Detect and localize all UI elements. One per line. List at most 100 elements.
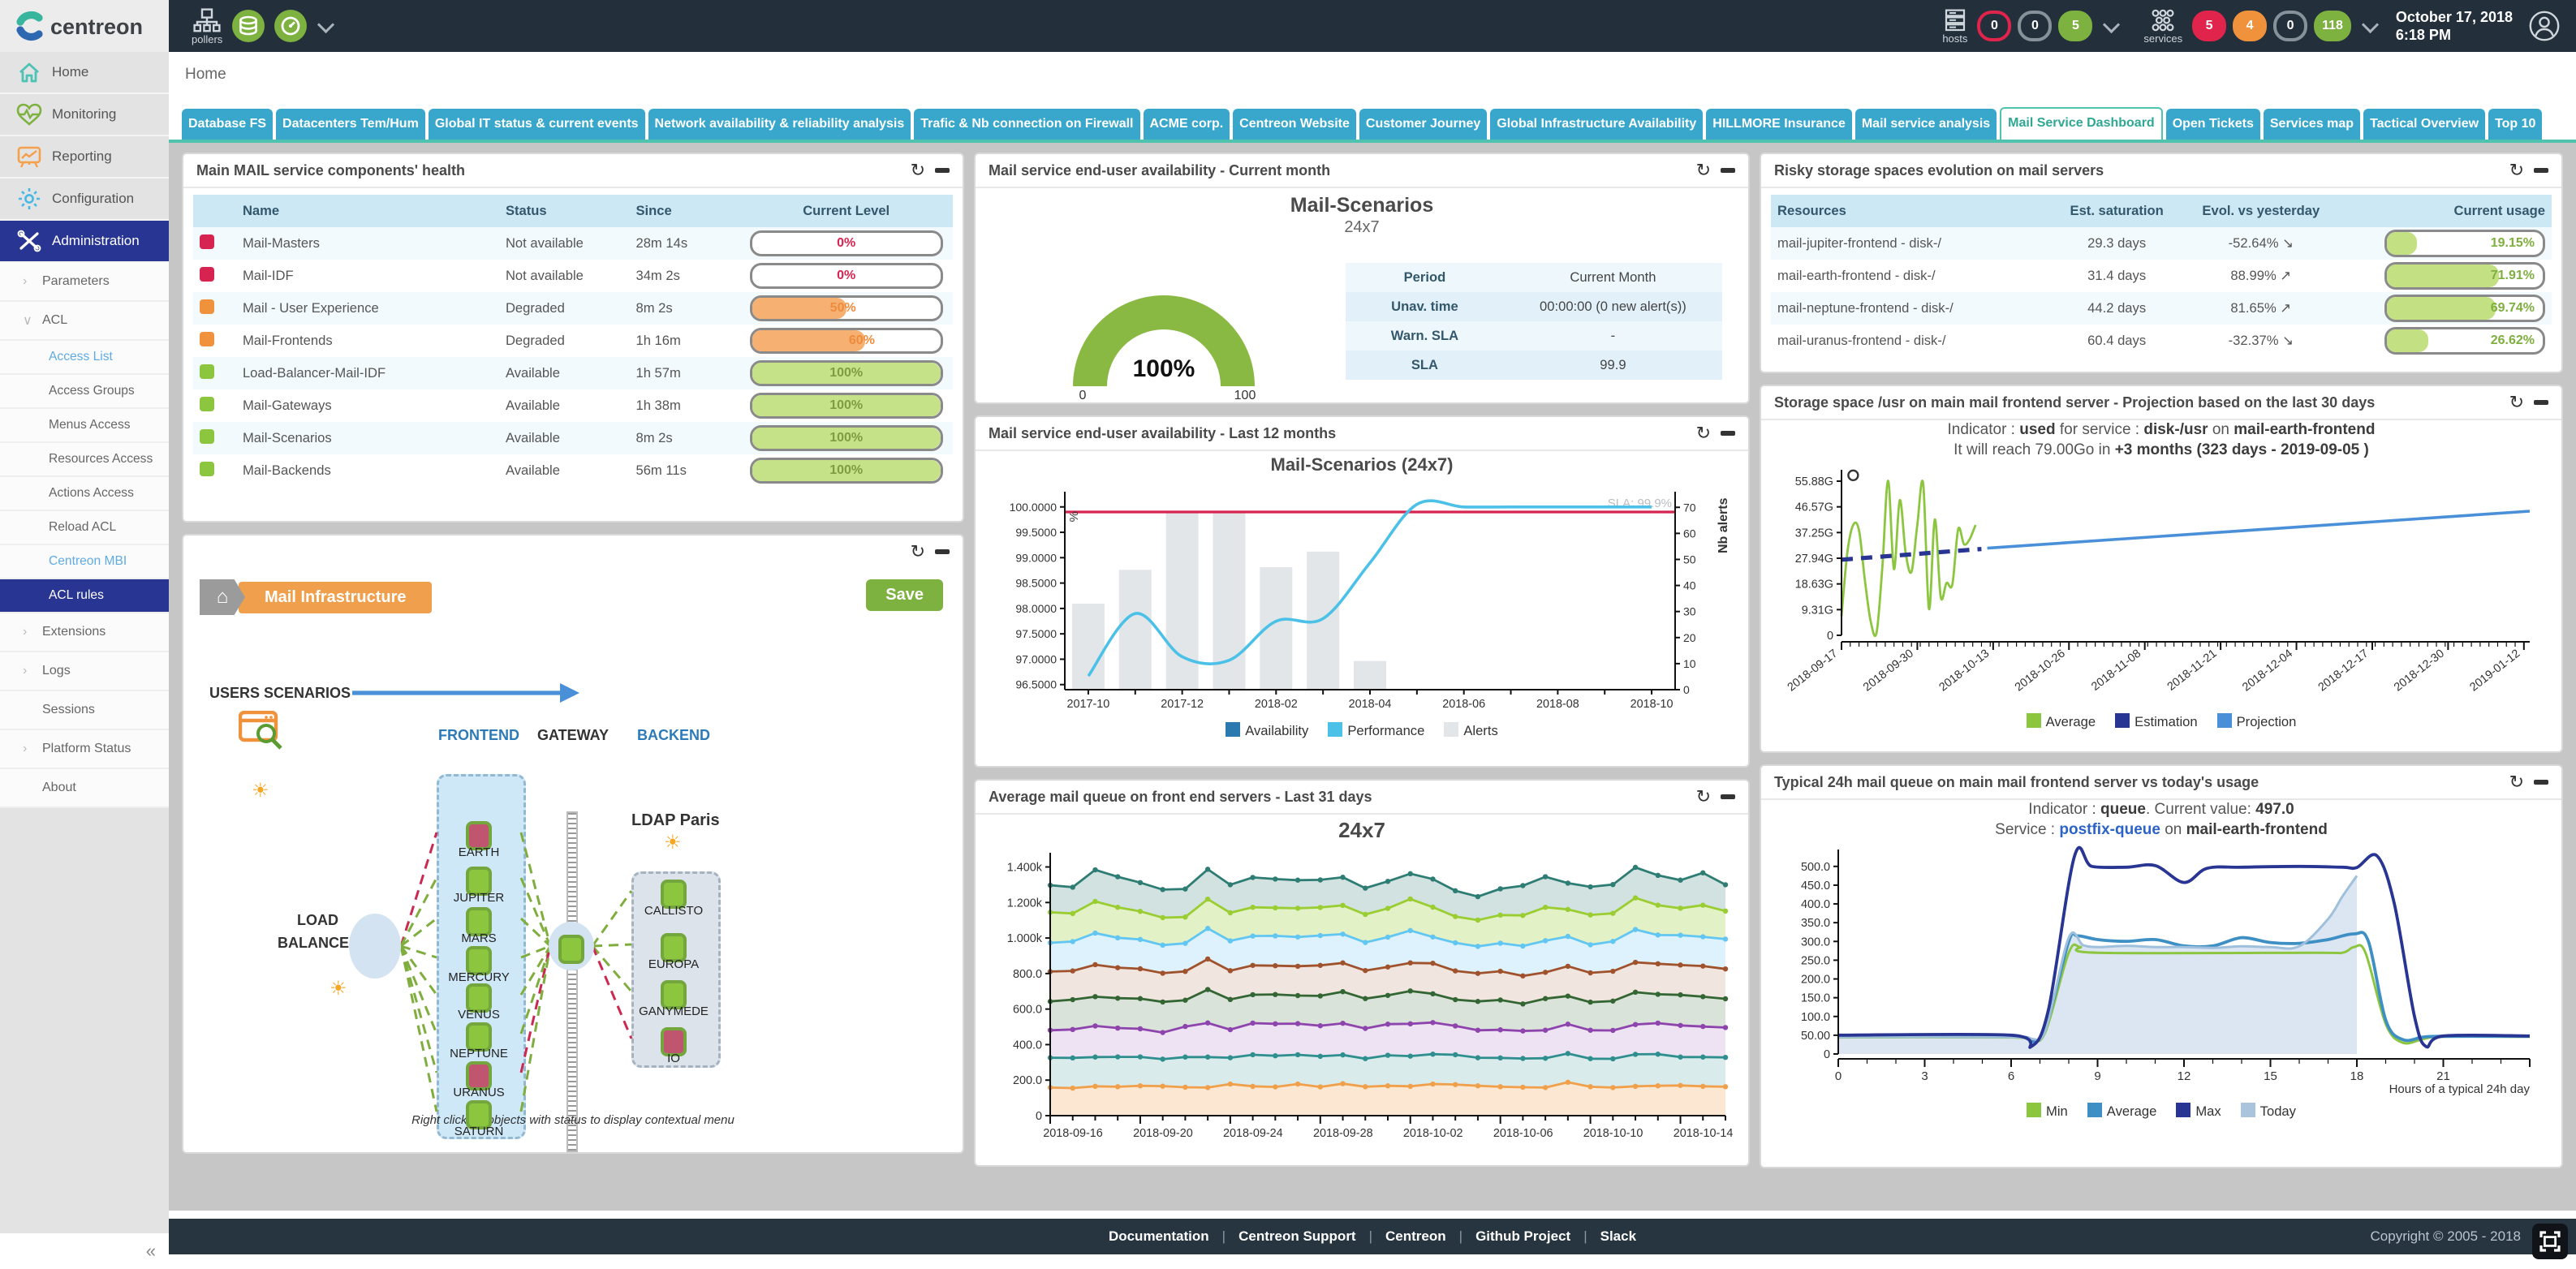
tab-global-infrastructure-availability[interactable]: Global Infrastructure Availability bbox=[1490, 109, 1703, 140]
footer-link-github-project[interactable]: Github Project bbox=[1475, 1228, 1570, 1245]
tab-database-fs[interactable]: Database FS bbox=[182, 109, 273, 140]
refresh-icon[interactable]: ↻ bbox=[2509, 774, 2524, 790]
sidebar-subitem-extensions[interactable]: ›Extensions bbox=[0, 613, 169, 652]
sidebar-subitem-centreon-mbi[interactable]: Centreon MBI bbox=[0, 545, 169, 579]
tab-trafic-nb-connection-on-firewall[interactable]: Trafic & Nb connection on Firewall bbox=[914, 109, 1139, 140]
refresh-icon[interactable]: ↻ bbox=[1696, 425, 1711, 441]
collapse-icon: « bbox=[146, 1241, 156, 1262]
tab-acme-corp-[interactable]: ACME corp. bbox=[1144, 109, 1230, 140]
minimize-icon[interactable] bbox=[1721, 168, 1735, 173]
fullscreen-button[interactable] bbox=[2532, 1224, 2568, 1259]
sidebar-item-administration[interactable]: Administration bbox=[0, 221, 169, 263]
sidebar-subitem-sessions[interactable]: Sessions bbox=[0, 691, 169, 730]
sidebar-item-configuration[interactable]: Configuration bbox=[0, 179, 169, 221]
refresh-icon[interactable]: ↻ bbox=[2509, 394, 2524, 411]
health-row[interactable]: Mail-IDFNot available34m 2s0% bbox=[193, 260, 953, 292]
sidebar-subitem-access-list[interactable]: Access List bbox=[0, 341, 169, 375]
tab-network-availability-reliability-analysis[interactable]: Network availability & reliability analy… bbox=[648, 109, 911, 140]
sidebar-subitem-about[interactable]: About bbox=[0, 769, 169, 808]
sidebar-subitem-logs[interactable]: ›Logs bbox=[0, 652, 169, 691]
sidebar-subitem-menus-access[interactable]: Menus Access bbox=[0, 409, 169, 443]
poller-details-chevron-icon[interactable] bbox=[317, 15, 334, 32]
services-count-badge[interactable]: 5 bbox=[2192, 11, 2226, 41]
tab-mail-service-dashboard[interactable]: Mail Service Dashboard bbox=[2000, 107, 2163, 143]
typical-24h-chart: 050.00100.0150.0200.0250.0300.0350.0400.… bbox=[1761, 840, 2561, 1103]
hosts-count-badge[interactable]: 0 bbox=[1977, 11, 2011, 41]
tab-customer-journey[interactable]: Customer Journey bbox=[1359, 109, 1487, 140]
services-count-badge[interactable]: 4 bbox=[2233, 11, 2267, 41]
services-chevron-icon[interactable] bbox=[2362, 15, 2379, 32]
hosts-count-badge[interactable]: 5 bbox=[2058, 11, 2092, 41]
tab-open-tickets[interactable]: Open Tickets bbox=[2166, 109, 2260, 140]
sidebar-subitem-acl[interactable]: ∨ACL bbox=[0, 302, 169, 341]
footer-link-centreon-support[interactable]: Centreon Support bbox=[1238, 1228, 1356, 1245]
refresh-icon[interactable]: ↻ bbox=[911, 544, 925, 560]
latency-status-icon[interactable] bbox=[274, 10, 307, 42]
services-count-badge[interactable]: 118 bbox=[2314, 11, 2351, 41]
pollers-menu[interactable]: pollers bbox=[192, 8, 222, 45]
health-row[interactable]: Mail-ScenariosAvailable8m 2s100% bbox=[193, 422, 953, 454]
minimize-icon[interactable] bbox=[2534, 780, 2548, 785]
level-value: 60% bbox=[849, 330, 875, 351]
administration-icon bbox=[16, 228, 42, 254]
storage-row[interactable]: mail-earth-frontend - disk-/31.4 days88.… bbox=[1771, 260, 2552, 292]
refresh-icon[interactable]: ↻ bbox=[1696, 789, 1711, 805]
health-row[interactable]: Mail-FrontendsDegraded1h 16m60% bbox=[193, 325, 953, 357]
breadcrumb[interactable]: Home bbox=[169, 52, 2576, 97]
tab-services-map[interactable]: Services map bbox=[2264, 109, 2360, 140]
storage-row[interactable]: mail-jupiter-frontend - disk-/29.3 days-… bbox=[1771, 227, 2552, 260]
hosts-status-group[interactable]: hosts 005 bbox=[1942, 9, 2121, 44]
sidebar-item-home[interactable]: Home bbox=[0, 52, 169, 94]
tab-top-10[interactable]: Top 10 bbox=[2488, 109, 2542, 140]
footer-link-centreon[interactable]: Centreon bbox=[1385, 1228, 1446, 1245]
health-row[interactable]: Mail-GatewaysAvailable1h 38m100% bbox=[193, 389, 953, 422]
legend-item: Performance bbox=[1328, 722, 1424, 739]
svg-text:97.0000: 97.0000 bbox=[1015, 652, 1057, 665]
refresh-icon[interactable]: ↻ bbox=[911, 162, 925, 179]
hosts-chevron-icon[interactable] bbox=[2103, 15, 2120, 32]
tab-mail-service-analysis[interactable]: Mail service analysis bbox=[1855, 109, 1997, 140]
footer-link-documentation[interactable]: Documentation bbox=[1109, 1228, 1209, 1245]
services-status-group[interactable]: services 540118 bbox=[2143, 9, 2380, 44]
sidebar-item-reporting[interactable]: Reporting bbox=[0, 136, 169, 179]
health-row[interactable]: Load-Balancer-Mail-IDFAvailable1h 57m100… bbox=[193, 357, 953, 389]
health-row[interactable]: Mail-BackendsAvailable56m 11s100% bbox=[193, 454, 953, 487]
sidebar-subitem-reload-acl[interactable]: Reload ACL bbox=[0, 511, 169, 545]
tab-centreon-website[interactable]: Centreon Website bbox=[1233, 109, 1356, 140]
hosts-count-badge[interactable]: 0 bbox=[2018, 11, 2052, 41]
refresh-icon[interactable]: ↻ bbox=[2509, 162, 2524, 179]
sidebar-subitem-actions-access[interactable]: Actions Access bbox=[0, 477, 169, 511]
svg-text:2018-10-02: 2018-10-02 bbox=[1403, 1127, 1463, 1140]
health-row[interactable]: Mail-MastersNot available28m 14s0% bbox=[193, 227, 953, 260]
storage-row[interactable]: mail-uranus-frontend - disk-/60.4 days-3… bbox=[1771, 325, 2552, 357]
minimize-icon[interactable] bbox=[2534, 168, 2548, 173]
user-avatar-icon[interactable] bbox=[2529, 11, 2560, 41]
health-row[interactable]: Mail - User ExperienceDegraded8m 2s50% bbox=[193, 292, 953, 325]
gateway-node[interactable] bbox=[558, 935, 584, 964]
centreon-logo[interactable]: centreon bbox=[0, 0, 169, 52]
storage-projection-svg: 09.31G18.63G27.94G37.25G46.57G55.88G2018… bbox=[1773, 460, 2549, 707]
sidebar-filler bbox=[0, 808, 169, 1233]
services-count-badge[interactable]: 0 bbox=[2273, 11, 2307, 41]
svg-text:500.0: 500.0 bbox=[1801, 861, 1830, 874]
minimize-icon[interactable] bbox=[935, 549, 950, 554]
tab-datacenters-tem-hum[interactable]: Datacenters Tem/Hum bbox=[276, 109, 425, 140]
tab-global-it-status-current-events[interactable]: Global IT status & current events bbox=[429, 109, 645, 140]
sidebar-item-monitoring[interactable]: Monitoring bbox=[0, 94, 169, 136]
sidebar-subitem-platform-status[interactable]: ›Platform Status bbox=[0, 730, 169, 769]
storage-row[interactable]: mail-neptune-frontend - disk-/44.2 days8… bbox=[1771, 292, 2552, 325]
sidebar-subitem-parameters[interactable]: ›Parameters bbox=[0, 263, 169, 302]
sidebar-subitem-acl-rules[interactable]: ACL rules bbox=[0, 579, 169, 613]
tab-tactical-overview[interactable]: Tactical Overview bbox=[2363, 109, 2485, 140]
tab-hillmore-insurance[interactable]: HILLMORE Insurance bbox=[1706, 109, 1852, 140]
minimize-icon[interactable] bbox=[2534, 400, 2548, 405]
refresh-icon[interactable]: ↻ bbox=[1696, 162, 1711, 179]
database-status-icon[interactable] bbox=[232, 10, 265, 42]
minimize-icon[interactable] bbox=[1721, 431, 1735, 436]
sidebar-subitem-access-groups[interactable]: Access Groups bbox=[0, 375, 169, 409]
minimize-icon[interactable] bbox=[935, 168, 950, 173]
sidebar-subitem-resources-access[interactable]: Resources Access bbox=[0, 443, 169, 477]
minimize-icon[interactable] bbox=[1721, 794, 1735, 799]
sidebar-collapse-button[interactable]: « bbox=[0, 1233, 169, 1269]
footer-link-slack[interactable]: Slack bbox=[1600, 1228, 1636, 1245]
